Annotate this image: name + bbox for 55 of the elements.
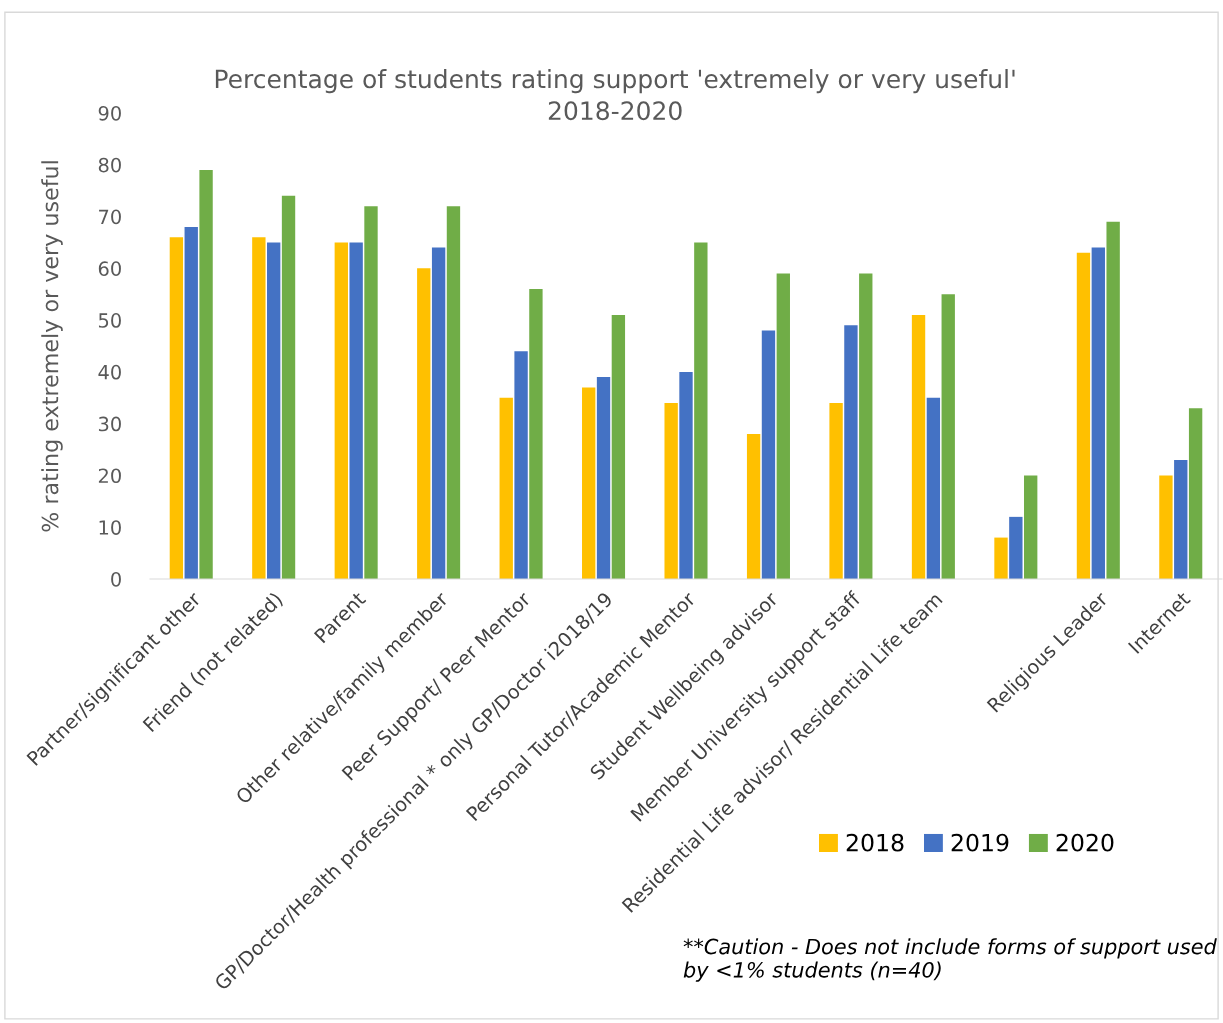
bar	[911, 314, 926, 579]
bar	[334, 242, 348, 579]
bar	[267, 242, 281, 579]
bar	[994, 537, 1008, 579]
y-tick-label: 0	[111, 571, 121, 587]
legend-label: 2019	[951, 833, 1009, 852]
bar	[1076, 252, 1091, 579]
text: **Caution - Does not include forms of support used by <1% students (n=40)	[683, 938, 1217, 982]
y-tick-label: 90	[98, 105, 121, 121]
bar	[664, 402, 678, 579]
y-tick-label: 50	[98, 313, 121, 328]
y-axis-title: % rating extremely or very useful	[41, 161, 63, 532]
bar	[776, 273, 790, 579]
bar	[926, 397, 941, 579]
y-tick-label: 60	[98, 261, 121, 276]
bar	[1159, 475, 1173, 579]
bar	[364, 206, 378, 579]
bar	[1009, 516, 1023, 579]
bar	[582, 387, 596, 579]
y-tick-label: 20	[98, 468, 121, 484]
bar	[349, 242, 363, 579]
bar	[281, 195, 296, 579]
bar	[941, 294, 955, 579]
bar	[431, 247, 446, 579]
bar	[829, 402, 843, 579]
bar	[1174, 459, 1188, 579]
bar	[529, 289, 543, 579]
bar	[252, 237, 266, 579]
bar	[679, 371, 693, 579]
bar	[1106, 221, 1120, 579]
bar	[169, 237, 184, 579]
bar	[417, 268, 431, 579]
chart-title: Percentage of students rating support 'extremely or very useful' 2018-2020	[215, 69, 1015, 121]
bar	[446, 206, 461, 579]
legend-label: 2020	[1056, 833, 1114, 852]
y-tick-label: 70	[99, 209, 121, 225]
bar	[844, 325, 858, 579]
bar	[514, 351, 528, 579]
bar	[746, 434, 761, 579]
bar	[499, 397, 513, 579]
bar	[611, 314, 626, 579]
bar	[184, 226, 198, 579]
y-tick-label: 10	[99, 520, 121, 535]
bar	[596, 377, 611, 579]
y-tick-label: 80	[98, 157, 121, 173]
legend-label: 2018	[846, 833, 904, 852]
bar	[1091, 247, 1105, 579]
bar	[1188, 408, 1203, 579]
y-tick-label: 40	[98, 364, 121, 380]
bar	[199, 169, 213, 579]
bar	[761, 330, 776, 579]
y-tick-label: 30	[98, 416, 121, 432]
bar	[1024, 475, 1038, 579]
bar	[859, 273, 873, 579]
bar	[694, 242, 708, 579]
